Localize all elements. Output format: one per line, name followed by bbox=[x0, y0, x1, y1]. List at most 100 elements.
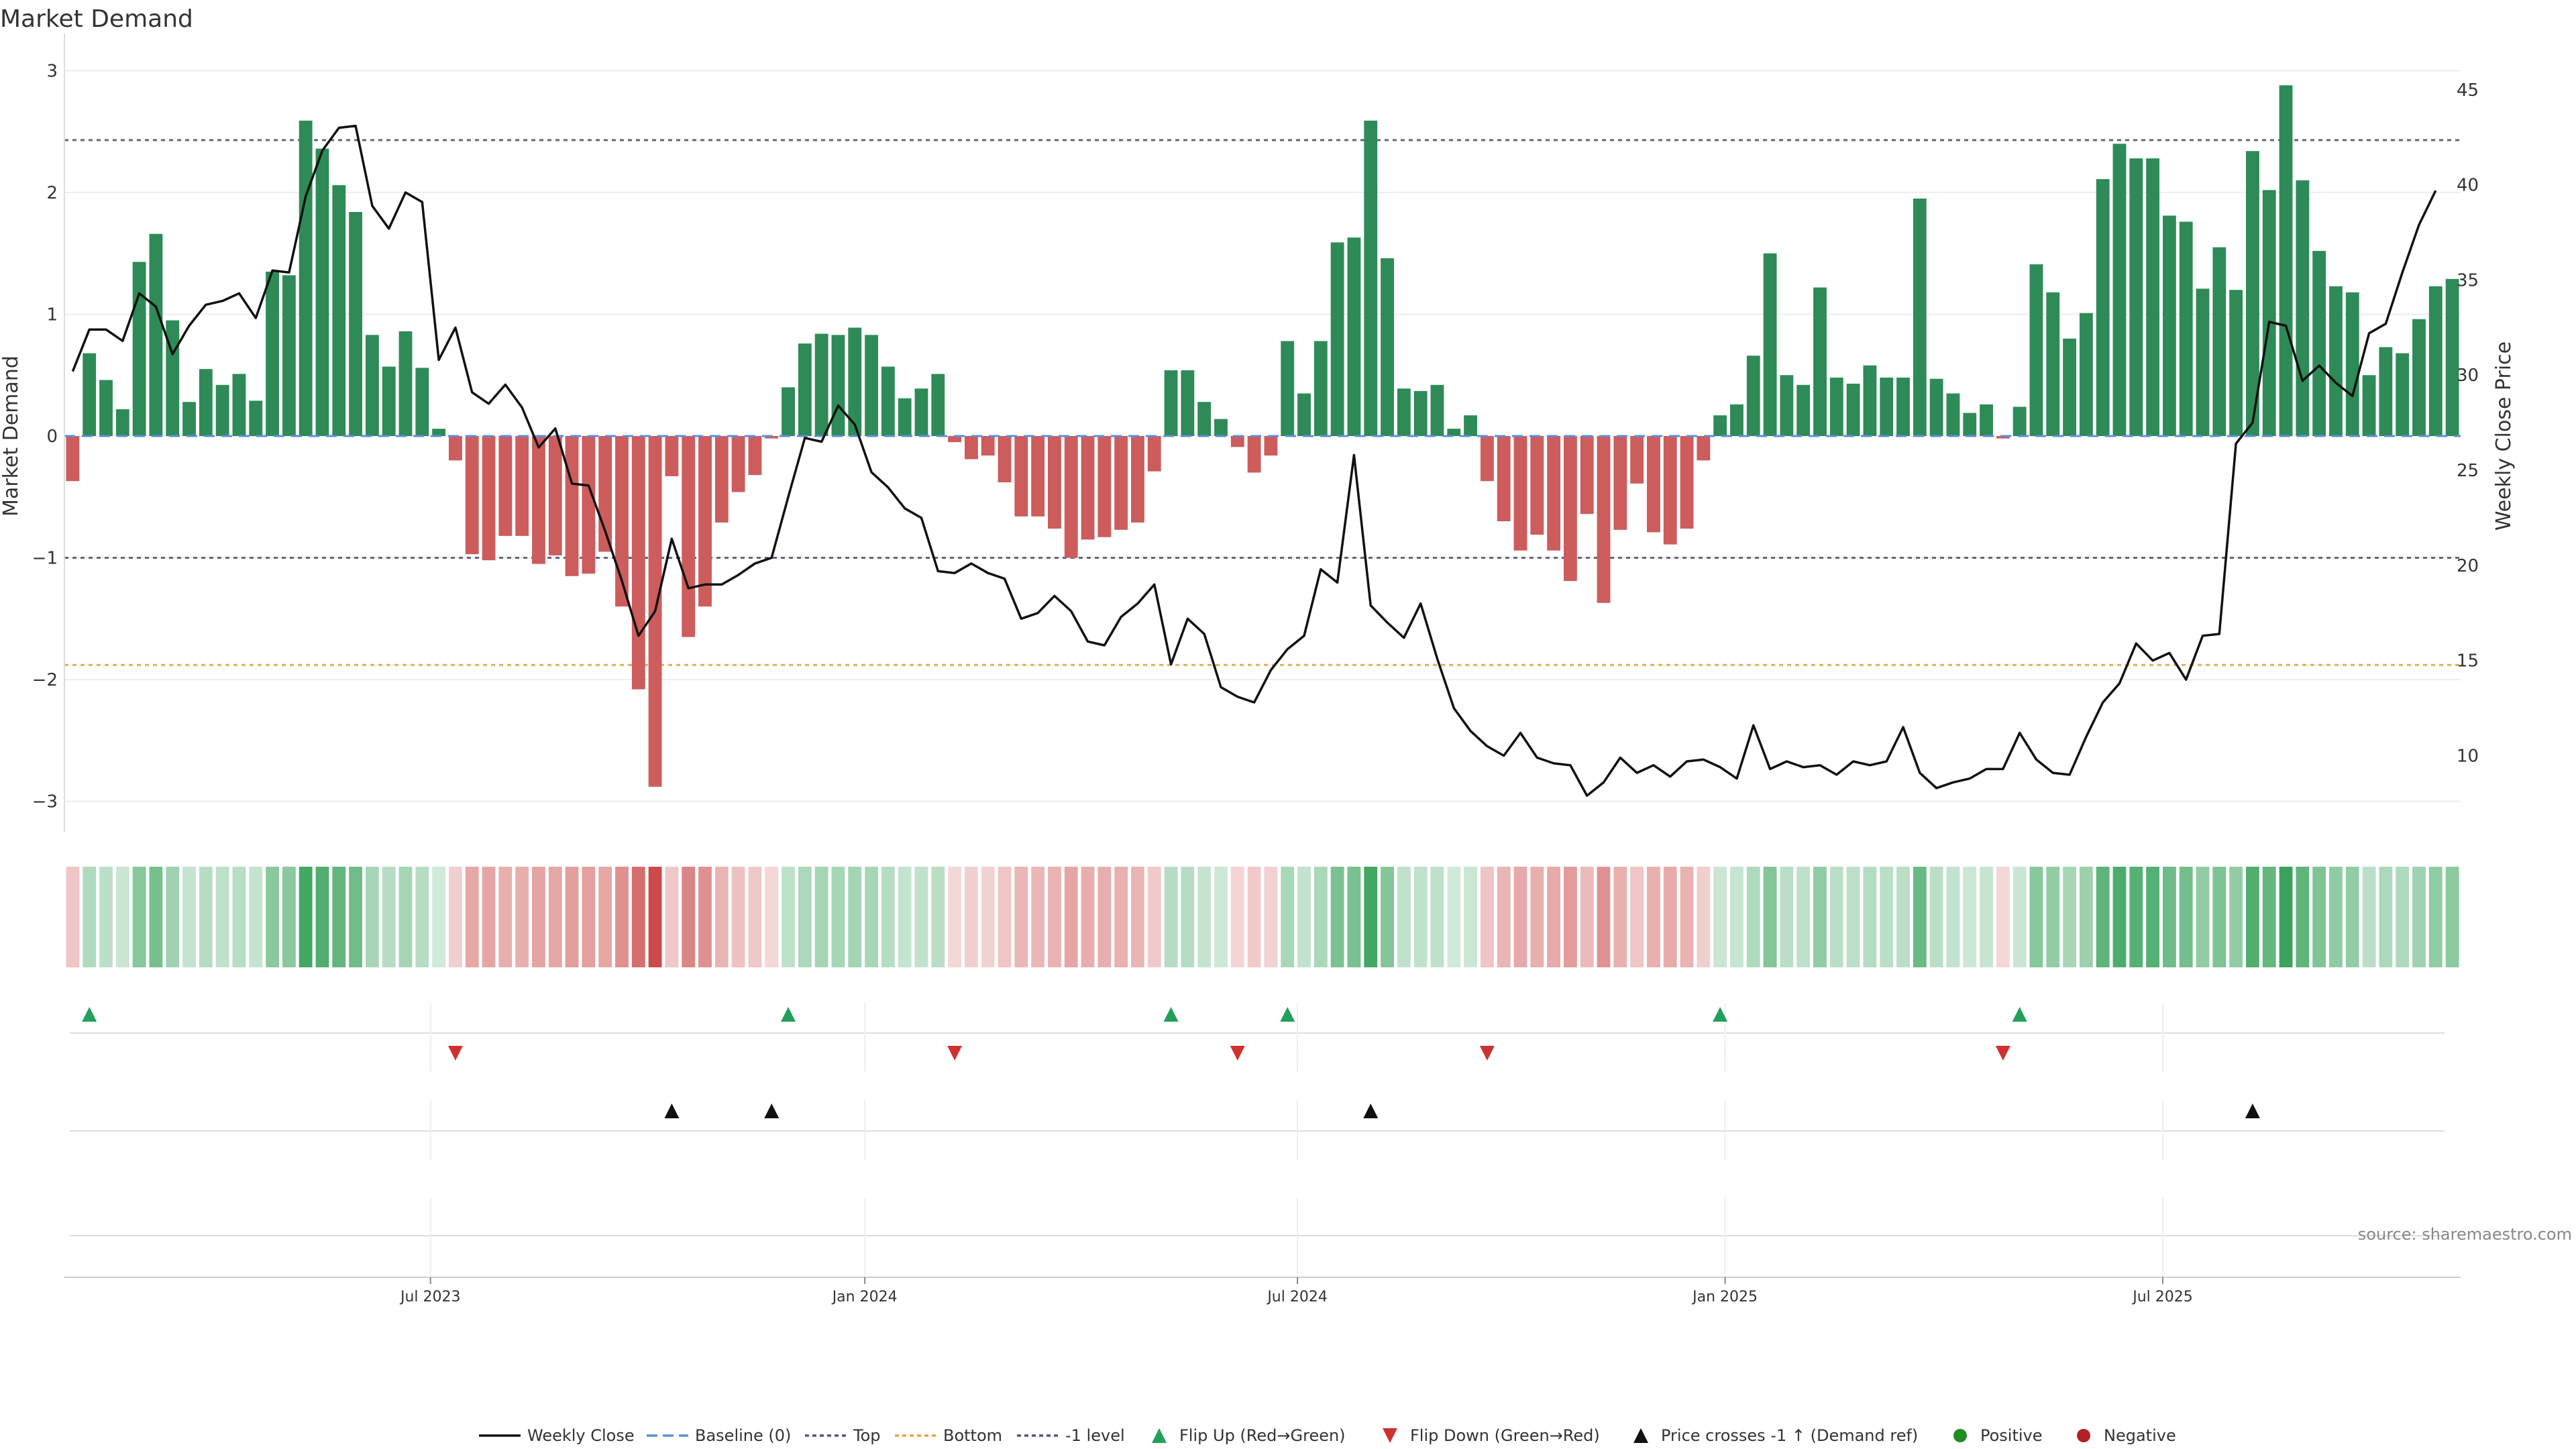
heat-cell bbox=[1730, 867, 1743, 967]
legend[interactable]: Weekly Close Baseline (0) Top Bottom -1 leve… bbox=[479, 1426, 2176, 1445]
demand-bar bbox=[115, 409, 129, 436]
heat-cell bbox=[1896, 867, 1910, 967]
demand-bar bbox=[232, 374, 246, 436]
heat-cell bbox=[2162, 867, 2176, 967]
demand-bar bbox=[981, 436, 995, 456]
flip-down-marker bbox=[1479, 1046, 1495, 1061]
heat-cell bbox=[1746, 867, 1760, 967]
heat-cell bbox=[1230, 867, 1244, 967]
heat-cell bbox=[1031, 867, 1045, 967]
demand-bar bbox=[1247, 436, 1261, 473]
heat-cell bbox=[848, 867, 862, 967]
demand-bar bbox=[2428, 286, 2443, 436]
x-tick-label: Jul 2025 bbox=[2131, 1289, 2193, 1305]
demand-bar bbox=[998, 436, 1012, 482]
demand-bar bbox=[615, 436, 629, 607]
demand-bar bbox=[299, 120, 313, 437]
demand-bar bbox=[365, 335, 379, 436]
y2-tick-label: 25 bbox=[2457, 461, 2479, 481]
demand-bar bbox=[1980, 404, 1993, 436]
heat-cell bbox=[149, 867, 163, 967]
demand-bar bbox=[1547, 436, 1561, 551]
y-axis-label: Market Demand bbox=[0, 356, 23, 517]
demand-bar bbox=[332, 185, 346, 436]
demand-bar bbox=[1397, 388, 1411, 436]
legend-swatch bbox=[1383, 1428, 1397, 1443]
demand-bar bbox=[1896, 377, 1910, 436]
demand-bar bbox=[182, 402, 196, 436]
heat-cell bbox=[1963, 867, 1977, 967]
demand-bar bbox=[1880, 377, 1894, 436]
heat-cell bbox=[2212, 867, 2226, 967]
heat-cell bbox=[66, 867, 80, 967]
heat-cell bbox=[215, 867, 229, 967]
heat-cell bbox=[798, 867, 812, 967]
heat-cell bbox=[482, 867, 496, 967]
demand-bar bbox=[382, 366, 396, 436]
heat-cell bbox=[1829, 867, 1843, 967]
chart-title: Market Demand bbox=[0, 5, 193, 33]
legend-label: Flip Up (Red→Green) bbox=[1179, 1426, 1346, 1445]
legend-label: Positive bbox=[1980, 1426, 2043, 1445]
heat-cell bbox=[2096, 867, 2110, 967]
demand-bar bbox=[132, 262, 146, 436]
heat-cell bbox=[2412, 867, 2426, 967]
demand-bar bbox=[1963, 413, 1977, 436]
demand-bar bbox=[1048, 436, 1061, 529]
heat-cell bbox=[2146, 867, 2160, 967]
heat-cell bbox=[698, 867, 712, 967]
heat-cell bbox=[1863, 867, 1877, 967]
demand-bar bbox=[2445, 278, 2459, 436]
date-axis: Jul 2023 Jan 2024 Jul 2024 Jan 2025 Jul 2025 bbox=[64, 1277, 2461, 1305]
demand-bar bbox=[2412, 319, 2426, 436]
demand-bar bbox=[2012, 407, 2027, 436]
heat-cell bbox=[582, 867, 596, 967]
demand-bar bbox=[1097, 436, 1112, 537]
weekly-close-line-group bbox=[71, 124, 2437, 797]
demand-bar bbox=[2379, 347, 2393, 436]
heat-cell bbox=[782, 867, 795, 967]
heat-cell bbox=[1980, 867, 1993, 967]
x-tick-label: Jan 2025 bbox=[1691, 1289, 1758, 1305]
demand-bar bbox=[1413, 390, 1428, 436]
heat-cell bbox=[232, 867, 246, 967]
heat-cell bbox=[2179, 867, 2193, 967]
demand-bar bbox=[2296, 180, 2310, 436]
demand-bar bbox=[548, 436, 562, 555]
heat-cell bbox=[1214, 867, 1228, 967]
demand-bar bbox=[1297, 393, 1311, 436]
demand-bar bbox=[1929, 378, 1943, 436]
demand-bar bbox=[748, 436, 762, 476]
demand-bar bbox=[315, 148, 329, 437]
reference-lines bbox=[64, 139, 2461, 666]
demand-bar bbox=[2079, 313, 2093, 436]
legend-label: Flip Down (Green→Red) bbox=[1410, 1426, 1600, 1445]
demand-bar bbox=[1164, 370, 1178, 436]
demand-bar bbox=[1264, 436, 1278, 456]
heat-cell bbox=[1530, 867, 1544, 967]
demand-bar bbox=[1281, 341, 1295, 436]
heat-cell bbox=[1464, 867, 1477, 967]
heat-cell bbox=[2229, 867, 2243, 967]
legend-label: -1 level bbox=[1065, 1426, 1125, 1445]
heat-cell bbox=[1281, 867, 1295, 967]
heat-cell bbox=[648, 867, 662, 967]
heat-cell bbox=[1131, 867, 1144, 967]
heat-cell bbox=[2129, 867, 2143, 967]
heat-cell bbox=[2196, 867, 2210, 967]
demand-bar bbox=[1114, 436, 1128, 530]
heat-cell bbox=[1713, 867, 1727, 967]
heat-cell bbox=[1996, 867, 2010, 967]
heat-cell bbox=[714, 867, 729, 967]
demand-bar bbox=[1730, 404, 1743, 436]
demand-bar bbox=[515, 436, 529, 536]
heat-cell bbox=[598, 867, 612, 967]
heat-cell bbox=[1247, 867, 1261, 967]
demand-bar bbox=[865, 335, 878, 436]
heat-cell bbox=[2262, 867, 2276, 967]
demand-bar bbox=[266, 271, 279, 436]
demand-bar bbox=[1813, 287, 1827, 436]
demand-bar bbox=[1381, 258, 1394, 436]
y2-tick-label: 15 bbox=[2457, 651, 2479, 672]
demand-bar bbox=[2362, 375, 2376, 436]
